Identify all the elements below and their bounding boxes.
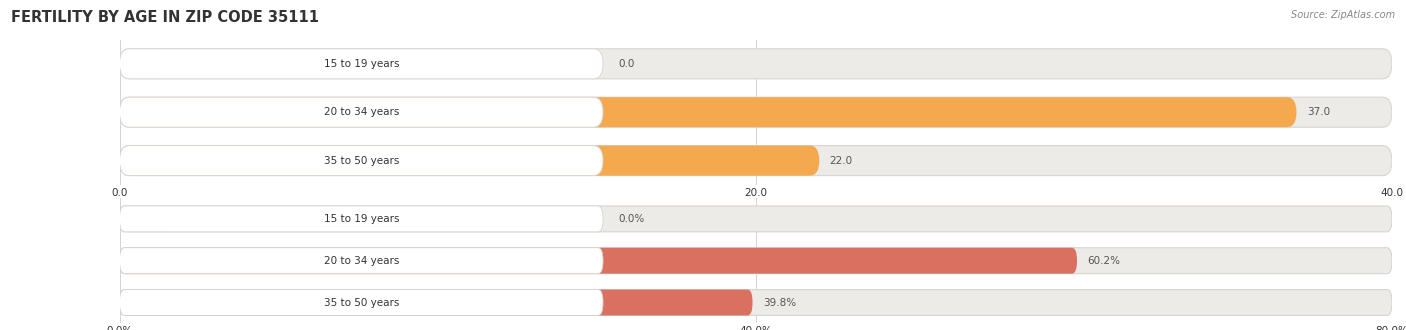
Text: Source: ZipAtlas.com: Source: ZipAtlas.com (1291, 10, 1395, 20)
FancyBboxPatch shape (120, 49, 1392, 79)
Text: 35 to 50 years: 35 to 50 years (323, 156, 399, 166)
FancyBboxPatch shape (120, 248, 1077, 274)
FancyBboxPatch shape (120, 146, 603, 176)
Text: 37.0: 37.0 (1306, 107, 1330, 117)
FancyBboxPatch shape (120, 49, 603, 79)
FancyBboxPatch shape (120, 248, 1392, 274)
Text: 0.0%: 0.0% (619, 214, 644, 224)
FancyBboxPatch shape (120, 248, 603, 274)
Text: 15 to 19 years: 15 to 19 years (323, 214, 399, 224)
Text: 35 to 50 years: 35 to 50 years (323, 298, 399, 308)
FancyBboxPatch shape (120, 97, 603, 127)
FancyBboxPatch shape (120, 206, 603, 232)
Text: 22.0: 22.0 (830, 156, 852, 166)
Text: 20 to 34 years: 20 to 34 years (323, 107, 399, 117)
Text: 39.8%: 39.8% (762, 298, 796, 308)
FancyBboxPatch shape (120, 97, 1296, 127)
Text: FERTILITY BY AGE IN ZIP CODE 35111: FERTILITY BY AGE IN ZIP CODE 35111 (11, 10, 319, 25)
FancyBboxPatch shape (120, 49, 170, 79)
FancyBboxPatch shape (120, 206, 1392, 232)
FancyBboxPatch shape (120, 289, 1392, 315)
FancyBboxPatch shape (120, 289, 603, 315)
Text: 15 to 19 years: 15 to 19 years (323, 59, 399, 69)
FancyBboxPatch shape (120, 146, 1392, 176)
FancyBboxPatch shape (120, 206, 170, 232)
Text: 0.0: 0.0 (619, 59, 634, 69)
FancyBboxPatch shape (120, 289, 752, 315)
Text: 20 to 34 years: 20 to 34 years (323, 256, 399, 266)
FancyBboxPatch shape (120, 146, 820, 176)
Text: 60.2%: 60.2% (1087, 256, 1121, 266)
FancyBboxPatch shape (120, 97, 1392, 127)
